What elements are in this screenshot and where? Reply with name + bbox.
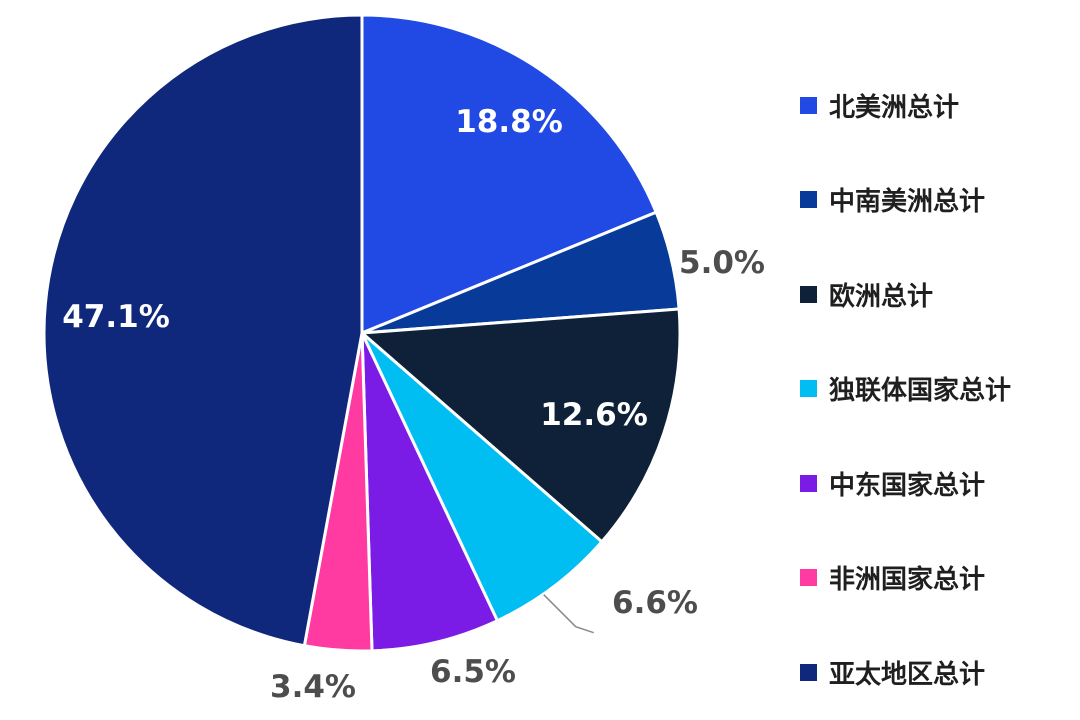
pie-slice-5	[360, 331, 499, 653]
legend-swatch	[800, 191, 817, 209]
legend-label: 独联体国家总计	[829, 376, 1012, 407]
legend-item-3: 欧洲总计	[800, 247, 1070, 342]
pie-slice-7	[42, 13, 364, 648]
legend-swatch	[800, 663, 817, 681]
pie-slice-1	[360, 13, 658, 335]
legend-item-4: 独联体国家总计	[800, 342, 1070, 437]
legend-swatch	[800, 285, 817, 303]
chart-legend: 北美洲总计中南美洲总计 欧洲总计独联体国家总计 中东国家总计 非洲国家总计 亚太地区总计	[800, 58, 1070, 720]
legend-label: 北美洲总计	[829, 92, 960, 123]
data-label-4: 6.6%	[612, 585, 698, 621]
leader-lines	[543, 594, 594, 634]
data-label-3: 12.6%	[540, 397, 648, 433]
legend-swatch	[800, 380, 817, 398]
data-labels: 18.8% 5.0% 12.6% 6.6% 6.5% 3.4% 47.1%	[62, 104, 765, 705]
legend-item-1: 北美洲总计	[800, 58, 1070, 153]
legend-label: 欧洲总计	[829, 281, 934, 312]
data-label-1: 18.8%	[455, 104, 563, 140]
legend-swatch	[800, 96, 817, 114]
data-label-2: 5.0%	[679, 245, 765, 281]
legend-label: 中南美洲总计	[829, 187, 986, 218]
legend-label: 亚太地区总计	[829, 659, 986, 690]
legend-item-7: 亚太地区总计	[800, 625, 1070, 720]
data-label-5: 6.5%	[430, 654, 516, 690]
pie-slices	[42, 13, 682, 653]
legend-item-5: 中东国家总计	[800, 436, 1070, 531]
data-label-6: 3.4%	[270, 669, 356, 705]
legend-item-2: 中南美洲总计	[800, 153, 1070, 248]
data-label-7: 47.1%	[62, 299, 170, 335]
legend-label: 中东国家总计	[829, 470, 986, 501]
legend-swatch	[800, 474, 817, 492]
pie-slice-4	[360, 331, 604, 623]
legend-swatch	[800, 569, 817, 587]
legend-label: 非洲国家总计	[829, 565, 986, 596]
pie-slice-3	[360, 307, 682, 544]
legend-item-6: 非洲国家总计	[800, 531, 1070, 626]
leader-line-4	[543, 594, 594, 634]
pie-chart: 18.8% 5.0% 12.6% 6.6% 6.5% 3.4% 47.1%	[42, 13, 765, 705]
